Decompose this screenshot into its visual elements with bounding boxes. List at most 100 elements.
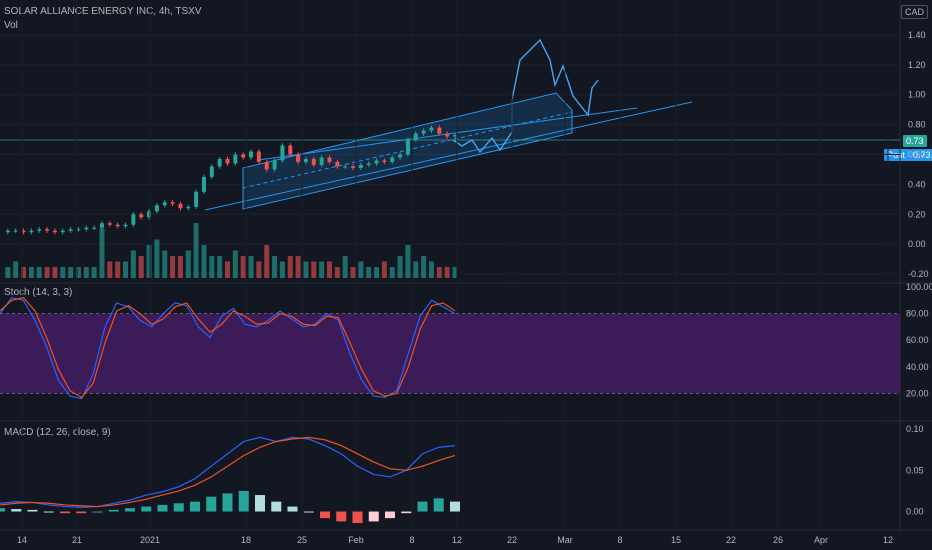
candle bbox=[99, 223, 104, 228]
macd-histogram-bar bbox=[450, 501, 460, 512]
volume-bar bbox=[154, 239, 160, 278]
candle bbox=[429, 127, 434, 131]
volume-bar bbox=[162, 250, 168, 278]
candle bbox=[335, 161, 340, 167]
last-price-tag: 0.73 bbox=[903, 135, 927, 147]
volume-bar bbox=[217, 256, 223, 278]
candle bbox=[201, 176, 206, 192]
candle bbox=[60, 230, 65, 233]
currency-badge[interactable]: CAD bbox=[900, 5, 928, 19]
candle bbox=[178, 203, 183, 209]
candle bbox=[264, 161, 269, 170]
candle bbox=[225, 158, 230, 164]
candle bbox=[76, 229, 81, 231]
volume-bar bbox=[177, 256, 183, 278]
time-tick-label: Mar bbox=[557, 535, 573, 545]
candle bbox=[241, 154, 246, 158]
candle bbox=[303, 158, 308, 162]
macd-histogram-bar bbox=[141, 506, 152, 512]
stoch-line-k bbox=[0, 296, 456, 400]
macd-histogram-bar bbox=[352, 511, 363, 524]
time-tick-label: 12 bbox=[452, 535, 462, 545]
volume-bar bbox=[295, 256, 301, 278]
price-tick-label: 1.20 bbox=[908, 60, 926, 70]
macd-histogram-bar bbox=[27, 509, 38, 512]
macd-histogram-bar bbox=[255, 495, 265, 512]
macd-histogram-bar bbox=[173, 503, 184, 512]
macd-tick-label: 0.10 bbox=[906, 424, 924, 434]
volume-bar bbox=[146, 245, 152, 278]
candle bbox=[382, 160, 387, 162]
macd-histogram-bar bbox=[157, 504, 168, 512]
volume-bar bbox=[248, 256, 254, 278]
macd-histogram-bar bbox=[368, 511, 379, 522]
volume-bar bbox=[36, 267, 42, 278]
stoch-line-d bbox=[0, 296, 456, 399]
price-tick-label: 0.00 bbox=[908, 239, 926, 249]
candle bbox=[280, 145, 285, 161]
time-tick-label: Apr bbox=[814, 535, 828, 545]
volume-bar bbox=[381, 261, 387, 278]
macd-histogram-bar bbox=[238, 490, 249, 512]
time-tick-label: 14 bbox=[17, 535, 27, 545]
macd-histogram-bar bbox=[385, 511, 395, 519]
candle bbox=[374, 160, 379, 164]
price-tick-label: 0.20 bbox=[908, 209, 926, 219]
candle bbox=[92, 227, 97, 229]
volume-bar bbox=[138, 256, 144, 278]
time-tick-label: 8 bbox=[409, 535, 414, 545]
macd-histogram-bar bbox=[108, 509, 119, 512]
volume-bar bbox=[444, 267, 450, 278]
volume-bar bbox=[342, 256, 348, 278]
candle bbox=[45, 229, 50, 231]
macd-title: MACD (12, 26, close, 9) bbox=[4, 427, 111, 438]
macd-histogram-bar bbox=[336, 511, 347, 522]
volume-bar bbox=[374, 267, 380, 278]
stoch-band bbox=[0, 313, 900, 394]
volume-bar bbox=[436, 267, 442, 278]
candle bbox=[84, 227, 89, 230]
volume-bar bbox=[123, 261, 129, 278]
volume-bar bbox=[326, 261, 332, 278]
volume-bar bbox=[350, 267, 356, 278]
candle bbox=[437, 127, 442, 134]
stoch-title: Stoch (14, 3, 3) bbox=[4, 287, 73, 298]
volume-bar bbox=[52, 267, 58, 278]
macd-histogram-bar bbox=[206, 496, 217, 512]
volume-bar bbox=[287, 256, 293, 278]
candle bbox=[405, 139, 410, 155]
macd-histogram-bar bbox=[190, 501, 200, 512]
volume-bar bbox=[452, 267, 458, 278]
candle bbox=[107, 223, 112, 225]
volume-bar bbox=[13, 261, 19, 278]
candle bbox=[131, 214, 136, 225]
volume-bar bbox=[83, 267, 89, 278]
volume-label: Vol bbox=[4, 20, 18, 31]
time-tick-label: 12 bbox=[883, 535, 893, 545]
price-tick-label: 0.80 bbox=[908, 120, 926, 130]
candle bbox=[123, 224, 128, 227]
stoch-tick-label: 60.00 bbox=[906, 335, 929, 345]
macd-tick-label: 0.00 bbox=[906, 507, 924, 517]
candle bbox=[413, 133, 418, 140]
macd-histogram-bar bbox=[320, 511, 330, 519]
volume-bar bbox=[405, 245, 411, 278]
volume-bar bbox=[279, 261, 285, 278]
candle bbox=[29, 230, 34, 233]
volume-bar bbox=[115, 261, 121, 278]
volume-bar bbox=[389, 267, 395, 278]
price-tick-label: 1.40 bbox=[908, 30, 926, 40]
candle bbox=[154, 205, 159, 212]
time-tick-label: 18 bbox=[241, 535, 251, 545]
volume-bar bbox=[428, 261, 434, 278]
candle bbox=[186, 206, 191, 209]
candle bbox=[311, 158, 316, 165]
volume-bar bbox=[225, 261, 230, 278]
time-tick-label: Feb bbox=[348, 535, 364, 545]
macd-histogram-bar bbox=[222, 493, 233, 512]
price-tick-label: -0.20 bbox=[908, 269, 929, 279]
time-tick-label: 22 bbox=[726, 535, 736, 545]
candle bbox=[139, 214, 144, 218]
candle bbox=[52, 230, 57, 233]
